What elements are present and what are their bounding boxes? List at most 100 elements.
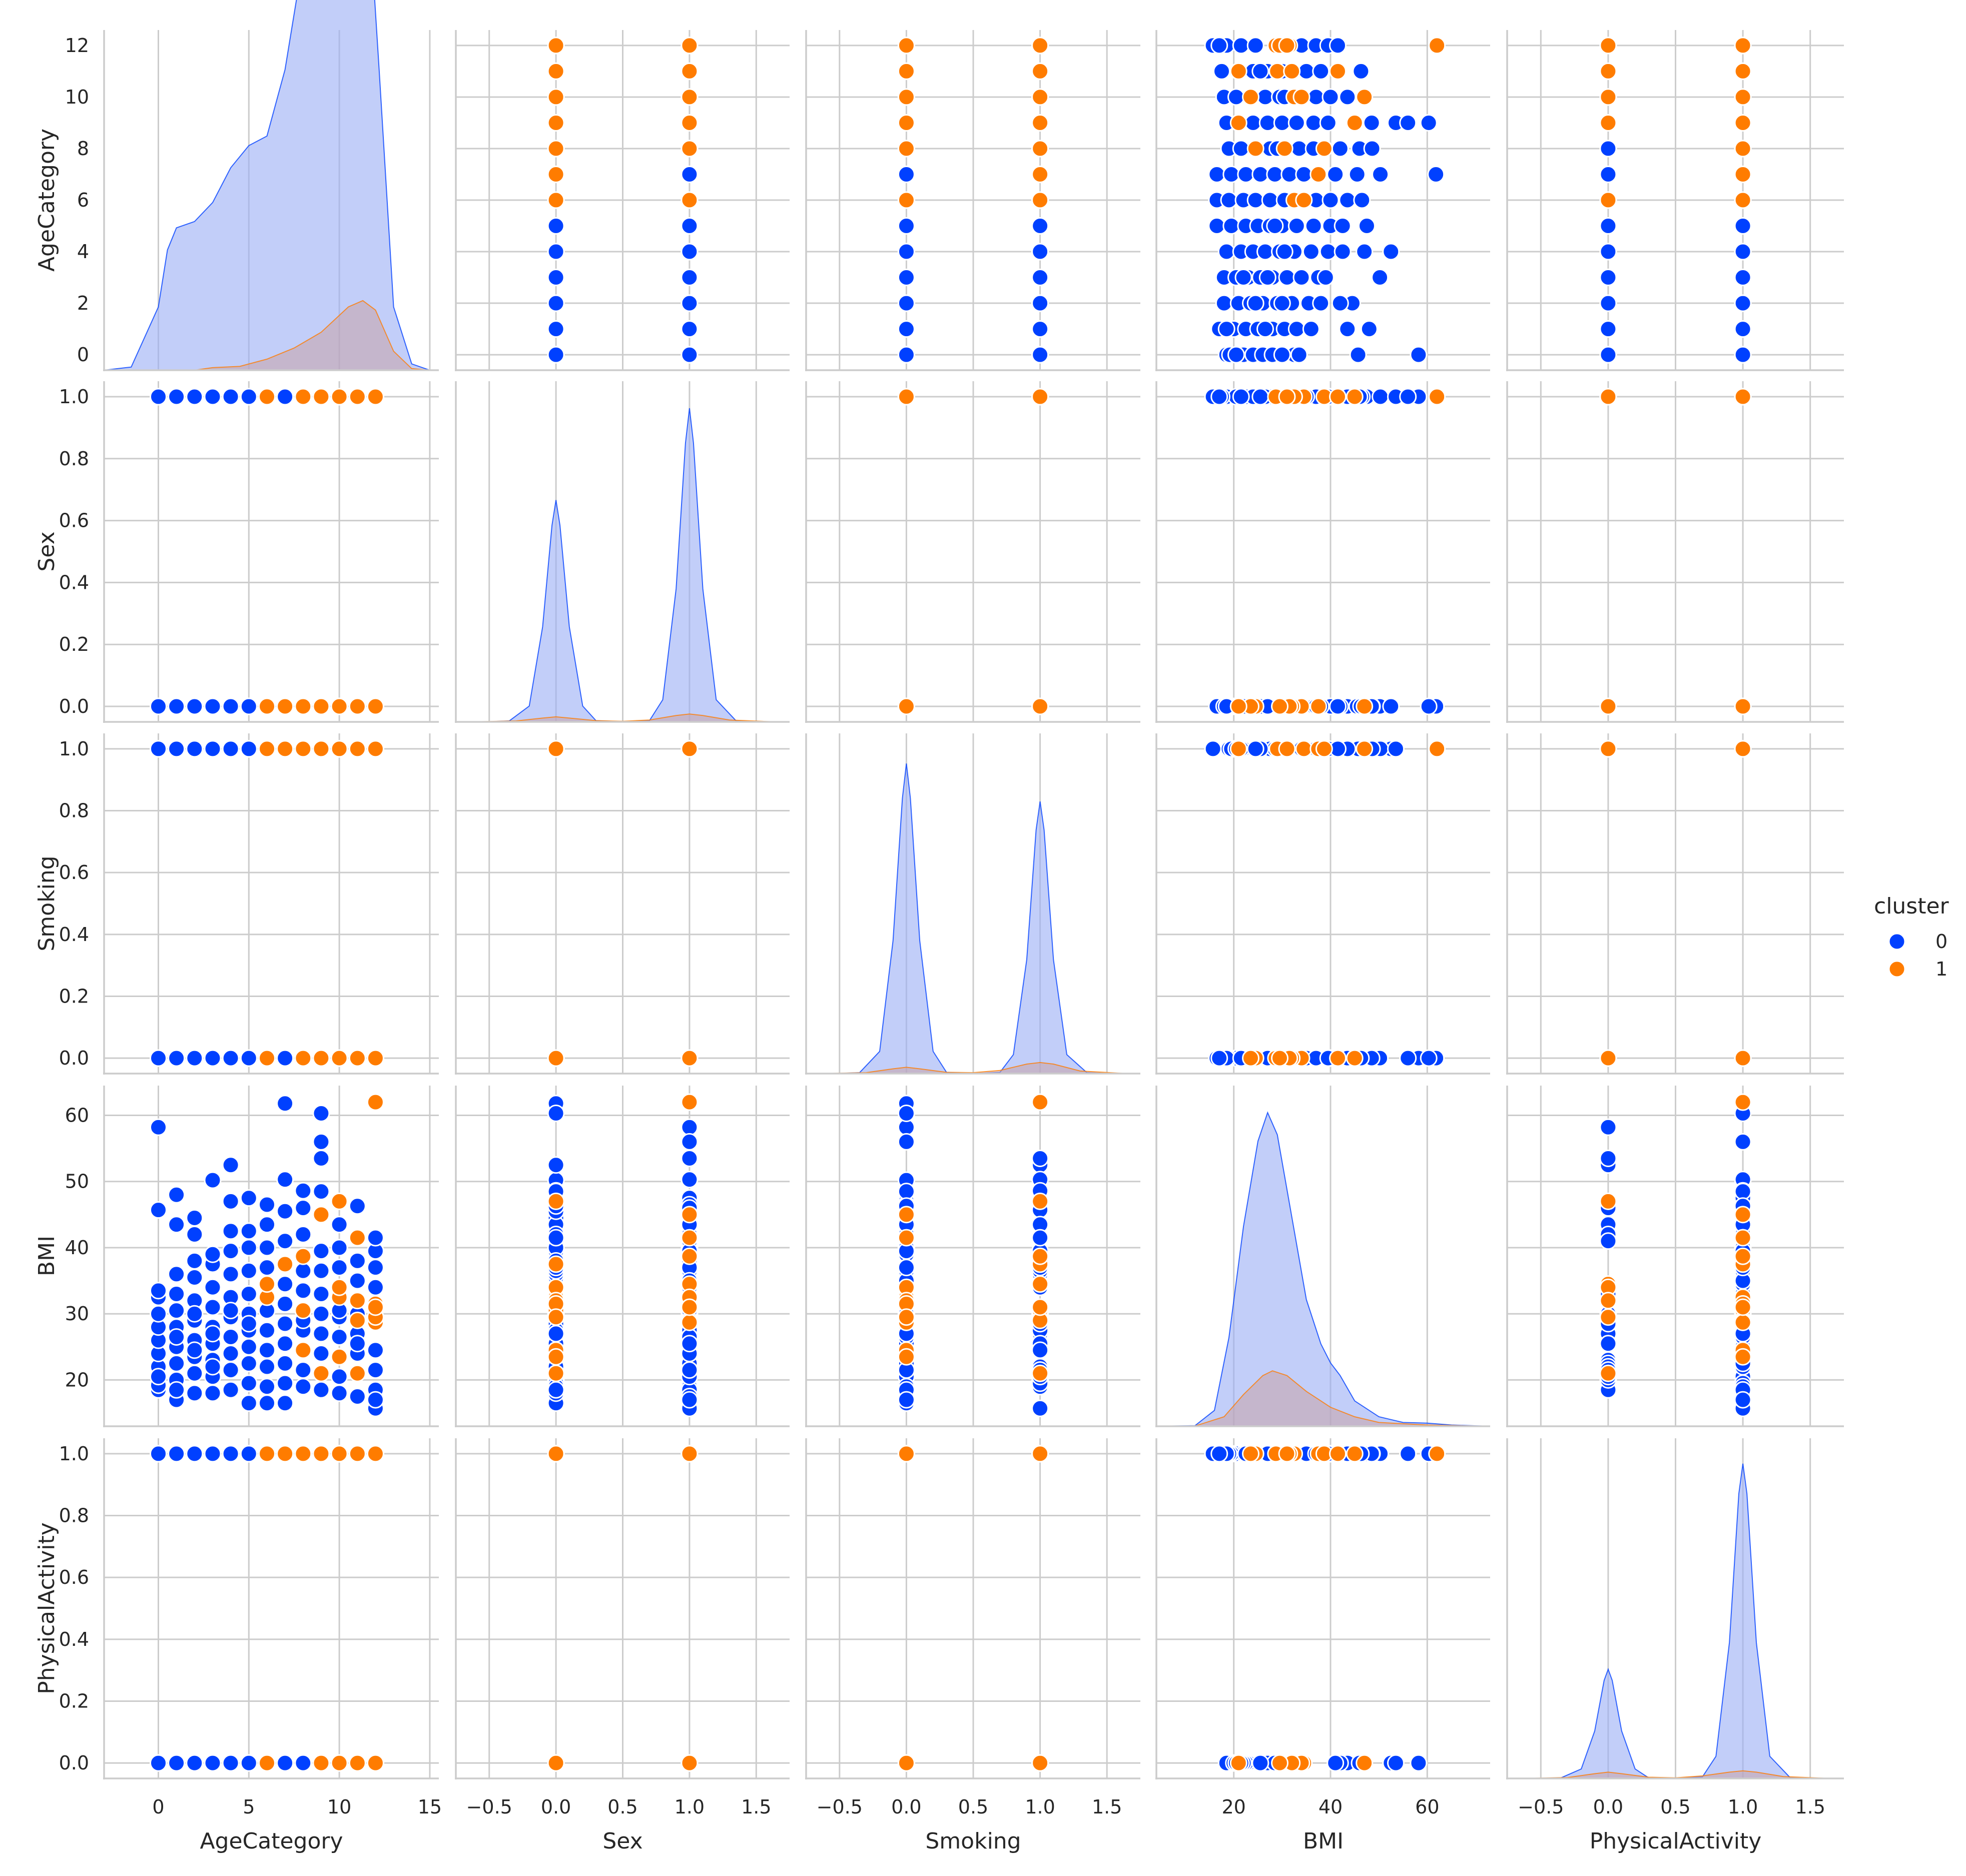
xtick-label: 1.0 — [1025, 1796, 1055, 1818]
point-cluster-0 — [186, 1341, 204, 1359]
point-cluster-0 — [276, 1374, 294, 1392]
point-cluster-0 — [681, 243, 699, 261]
panel-Sex-vs-Smoking — [805, 381, 1140, 723]
point-cluster-0 — [240, 1754, 258, 1772]
point-cluster-0 — [186, 1049, 204, 1067]
point-cluster-1 — [1329, 388, 1347, 406]
point-cluster-0 — [294, 1378, 312, 1396]
point-cluster-1 — [547, 1754, 565, 1772]
point-cluster-0 — [1420, 697, 1438, 715]
point-cluster-1 — [547, 88, 565, 106]
point-cluster-1 — [1329, 1049, 1347, 1067]
point-cluster-0 — [1599, 1150, 1617, 1167]
point-cluster-1 — [1734, 1093, 1752, 1111]
point-cluster-0 — [547, 1381, 565, 1399]
point-cluster-0 — [1382, 697, 1400, 715]
point-cluster-0 — [150, 1305, 167, 1323]
ytick-label: 0.6 — [59, 510, 89, 532]
point-cluster-0 — [1734, 269, 1752, 286]
xtick-label: 0.0 — [1593, 1796, 1623, 1818]
point-cluster-0 — [1208, 166, 1226, 183]
point-cluster-0 — [276, 1295, 294, 1313]
point-cluster-1 — [681, 1298, 699, 1316]
point-cluster-0 — [258, 1358, 276, 1376]
point-cluster-0 — [681, 346, 699, 364]
point-cluster-1 — [547, 37, 565, 55]
point-cluster-1 — [1734, 191, 1752, 209]
point-cluster-0 — [312, 1262, 330, 1280]
point-cluster-0 — [547, 320, 565, 338]
legend-marker-cluster-0 — [1888, 932, 1906, 951]
point-cluster-1 — [1428, 740, 1446, 758]
ytick-label: 20 — [65, 1369, 89, 1391]
point-cluster-0 — [348, 1388, 366, 1405]
ytick-label: 0.6 — [59, 1566, 89, 1588]
point-cluster-1 — [1031, 388, 1049, 406]
point-cluster-1 — [897, 114, 915, 132]
point-cluster-0 — [276, 1335, 294, 1353]
panel-Smoking-vs-BMI — [1155, 733, 1490, 1075]
point-cluster-1 — [1734, 140, 1752, 158]
point-cluster-0 — [276, 1315, 294, 1333]
point-cluster-0 — [1213, 62, 1230, 80]
point-cluster-1 — [1271, 1754, 1288, 1772]
point-cluster-0 — [222, 1345, 240, 1362]
point-cluster-0 — [222, 388, 240, 406]
ytick-label: 10 — [65, 86, 89, 108]
point-cluster-1 — [1356, 1754, 1374, 1772]
point-cluster-0 — [222, 1361, 240, 1379]
point-cluster-1 — [312, 388, 330, 406]
point-cluster-1 — [547, 166, 565, 183]
point-cluster-1 — [681, 1445, 699, 1463]
point-cluster-1 — [1346, 1445, 1364, 1463]
point-cluster-0 — [240, 697, 258, 715]
point-cluster-1 — [897, 62, 915, 80]
point-cluster-0 — [240, 1445, 258, 1463]
ytick-label: 0.4 — [59, 923, 89, 946]
point-cluster-1 — [1278, 1445, 1296, 1463]
point-cluster-1 — [547, 191, 565, 209]
point-cluster-0 — [1251, 62, 1269, 80]
point-cluster-1 — [1283, 62, 1301, 80]
point-cluster-0 — [258, 1239, 276, 1257]
panel-BMI-vs-PhysicalActivity — [1506, 1086, 1844, 1427]
point-cluster-1 — [1734, 1247, 1752, 1265]
point-cluster-0 — [897, 243, 915, 261]
point-cluster-1 — [897, 1348, 915, 1366]
point-cluster-1 — [1242, 1049, 1259, 1067]
xtick-label: −0.5 — [817, 1796, 863, 1818]
point-cluster-0 — [1420, 114, 1438, 132]
point-cluster-0 — [1329, 697, 1347, 715]
point-cluster-0 — [1031, 269, 1049, 286]
point-cluster-0 — [168, 1186, 186, 1204]
x-axis-label: Smoking — [925, 1828, 1021, 1854]
point-cluster-1 — [1278, 37, 1296, 55]
point-cluster-0 — [366, 1341, 384, 1359]
point-cluster-0 — [1317, 269, 1335, 286]
point-cluster-0 — [1358, 217, 1376, 235]
point-cluster-1 — [1031, 191, 1049, 209]
point-cluster-0 — [1734, 320, 1752, 338]
point-cluster-1 — [330, 1348, 348, 1366]
point-cluster-1 — [547, 1049, 565, 1067]
point-cluster-1 — [1599, 1049, 1617, 1067]
point-cluster-0 — [258, 1259, 276, 1277]
point-cluster-1 — [330, 1049, 348, 1067]
point-cluster-0 — [1363, 114, 1381, 132]
point-cluster-0 — [1273, 294, 1291, 312]
point-cluster-0 — [1031, 1399, 1049, 1417]
point-cluster-0 — [1327, 166, 1345, 183]
point-cluster-0 — [547, 1156, 565, 1174]
point-cluster-1 — [294, 697, 312, 715]
point-cluster-1 — [330, 1278, 348, 1296]
point-cluster-1 — [1734, 1313, 1752, 1331]
point-cluster-0 — [204, 740, 222, 758]
point-cluster-1 — [1229, 62, 1247, 80]
point-cluster-1 — [1734, 62, 1752, 80]
point-cluster-0 — [348, 1252, 366, 1270]
point-cluster-0 — [312, 1381, 330, 1399]
point-cluster-0 — [312, 1285, 330, 1303]
point-cluster-1 — [681, 1093, 699, 1111]
point-cluster-0 — [150, 388, 167, 406]
point-cluster-1 — [547, 62, 565, 80]
